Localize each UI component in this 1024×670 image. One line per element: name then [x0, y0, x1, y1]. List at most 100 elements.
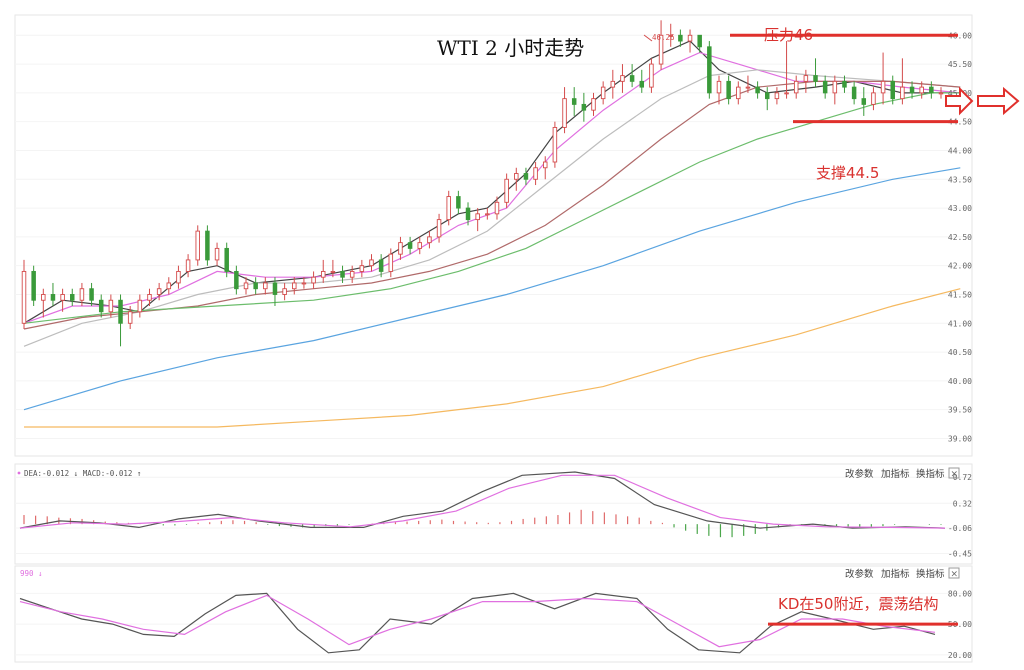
candle-body [407, 242, 413, 249]
candle-body [79, 288, 85, 301]
kd-k-line [19, 592, 936, 654]
candle-body [726, 80, 731, 100]
candle-body [388, 253, 394, 272]
moving-average-line [24, 288, 961, 428]
candle-body [639, 80, 645, 88]
candle-body [349, 270, 355, 278]
candle-body [272, 282, 278, 295]
resistance-label: 压力46 [764, 26, 813, 44]
price-tick-label: 44.50 [948, 118, 972, 127]
macd-dea-line [19, 474, 946, 529]
candle-body [707, 46, 712, 94]
candle-body [446, 196, 451, 221]
candle-body [243, 282, 249, 290]
kd-annotation-label: KD在50附近，震荡结构 [778, 595, 938, 613]
kd-tick-label: 50.00 [948, 620, 972, 629]
candle-body [562, 98, 567, 128]
price-tick-label: 41.00 [948, 319, 972, 328]
candle-body [890, 80, 895, 100]
candle-body [803, 75, 809, 82]
candle-body [456, 196, 461, 209]
moving-average-line [23, 40, 961, 324]
candle-body [697, 34, 702, 48]
kd-tick-label: 80.00 [948, 589, 972, 598]
moving-average-line [23, 92, 961, 324]
candle-body [900, 86, 905, 100]
candle-body [649, 63, 654, 88]
candle-body [494, 201, 500, 215]
candle-body [485, 213, 490, 216]
macd-close-box[interactable] [948, 467, 960, 479]
macd-panel: 0.72 0.32 -0.06 -0.45 [15, 471, 972, 558]
candle-body [21, 270, 27, 324]
peak-label: 46.26 [652, 33, 675, 42]
macd-close-icon[interactable]: × [951, 470, 959, 480]
kd-button-add-indicator[interactable]: 加指标 [881, 568, 910, 580]
candle-body [205, 230, 210, 261]
candle-body [533, 167, 538, 180]
moving-average-line [23, 167, 961, 411]
macd-tick-label: -0.06 [948, 524, 972, 533]
candle-body [137, 299, 143, 313]
candlesticks [21, 20, 944, 347]
macd-tick-label: -0.45 [948, 549, 972, 558]
candle-body [147, 294, 152, 301]
candle-body [398, 242, 403, 255]
candle-body [871, 92, 876, 105]
macd-dif-line [19, 471, 946, 529]
candle-body [427, 236, 432, 244]
candle-body [41, 294, 46, 301]
candle-body [687, 34, 693, 42]
candle-body [292, 282, 297, 290]
candle-body [745, 86, 751, 89]
peak-label-pointer [643, 34, 653, 42]
candle-body [234, 270, 239, 290]
kd-close-box[interactable] [948, 567, 960, 579]
kd-close-icon[interactable]: × [951, 570, 959, 580]
candle-body [542, 161, 548, 169]
price-tick-label: 40.00 [948, 377, 972, 386]
candle-body [581, 103, 587, 111]
candle-body [842, 80, 847, 88]
price-tick-label: 42.00 [948, 262, 972, 271]
support-annotation: 支撑44.5 [793, 120, 958, 182]
candle-body [263, 282, 268, 290]
candle-body [514, 173, 519, 180]
candle-body [774, 92, 780, 100]
candle-body [880, 80, 886, 94]
candle-body [851, 86, 857, 100]
candle-body [282, 288, 287, 295]
kd-button-switch-indicator[interactable]: 换指标 [916, 568, 945, 580]
kd-button-edit-params[interactable]: 改参数 [845, 568, 874, 580]
kd-legend: 990 ↓ [20, 569, 43, 578]
gridlines [15, 34, 972, 439]
macd-button-switch-indicator[interactable]: 换指标 [916, 468, 945, 480]
candle-body [301, 282, 307, 285]
kd-d-line [19, 594, 936, 648]
panel-frames [14, 14, 973, 663]
candle-body [185, 259, 191, 272]
candle-body [620, 75, 625, 82]
candle-body [600, 86, 606, 100]
right-arrow-icon [945, 86, 1020, 116]
macd-tick-label: 0.32 [953, 499, 972, 508]
macd-button-add-indicator[interactable]: 加指标 [881, 468, 910, 480]
candle-body [253, 282, 258, 290]
candle-body [378, 259, 384, 272]
candle-body [214, 247, 220, 261]
moving-average-lines [23, 40, 961, 428]
candle-body [755, 86, 760, 94]
kd-tick-label: 20.00 [948, 651, 972, 660]
candle-body [765, 92, 770, 100]
candle-body [436, 219, 442, 238]
candle-body [610, 80, 616, 88]
macd-button-edit-params[interactable]: 改参数 [845, 468, 874, 480]
candle-body [591, 98, 596, 111]
candle-body [320, 270, 326, 278]
macd-tick-label: 0.72 [953, 473, 972, 482]
candle-body [861, 98, 867, 105]
candle-body [98, 299, 104, 313]
price-tick-label: 42.50 [948, 233, 972, 242]
candle-body [822, 80, 828, 94]
